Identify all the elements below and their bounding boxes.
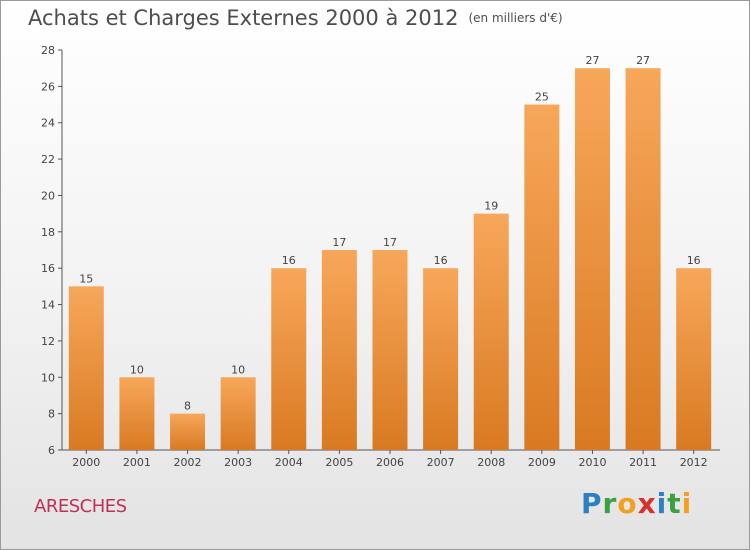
chart-title-text: Achats et Charges Externes 2000 à 2012 bbox=[28, 6, 459, 30]
commune-name: ARESCHES bbox=[34, 496, 127, 517]
bar-value-label: 16 bbox=[282, 254, 296, 267]
x-tick-label: 2008 bbox=[477, 456, 505, 469]
y-tick-label: 10 bbox=[41, 371, 55, 384]
x-tick-label: 2012 bbox=[680, 456, 708, 469]
y-tick-label: 12 bbox=[41, 335, 55, 348]
bar-value-label: 27 bbox=[585, 54, 599, 67]
x-tick-label: 2002 bbox=[174, 456, 202, 469]
x-tick-label: 2011 bbox=[629, 456, 657, 469]
bar-value-label: 19 bbox=[484, 200, 498, 213]
bar bbox=[372, 250, 408, 450]
y-tick-label: 8 bbox=[48, 408, 55, 421]
x-tick-label: 2003 bbox=[224, 456, 252, 469]
y-tick-label: 6 bbox=[48, 444, 55, 457]
bar-value-label: 17 bbox=[383, 236, 397, 249]
x-tick-label: 2000 bbox=[72, 456, 100, 469]
bar bbox=[170, 413, 206, 450]
bar-value-label: 16 bbox=[687, 254, 701, 267]
logo-letter: i bbox=[681, 487, 693, 520]
bar bbox=[321, 250, 357, 450]
logo-letter: x bbox=[637, 487, 657, 520]
bar-value-label: 10 bbox=[231, 363, 245, 376]
bar bbox=[524, 104, 560, 450]
bar-value-label: 8 bbox=[184, 400, 191, 413]
y-tick-label: 16 bbox=[41, 262, 55, 275]
y-tick-label: 28 bbox=[41, 44, 55, 57]
x-tick-label: 2007 bbox=[427, 456, 455, 469]
y-tick-label: 20 bbox=[41, 189, 55, 202]
x-tick-label: 2006 bbox=[376, 456, 404, 469]
bar-value-label: 25 bbox=[535, 91, 549, 104]
x-tick-label: 2009 bbox=[528, 456, 556, 469]
bars: 15 10 8 10 16 17 17 16 19 25 27 27 16 bbox=[68, 54, 712, 450]
y-tick-label: 26 bbox=[41, 80, 55, 93]
y-tick-label: 22 bbox=[41, 153, 55, 166]
proxiti-logo: Proxiti bbox=[581, 487, 692, 520]
bar-value-label: 15 bbox=[79, 272, 93, 285]
logo-letter: o bbox=[617, 487, 638, 520]
bar bbox=[473, 213, 509, 450]
y-tick-label: 14 bbox=[41, 299, 55, 312]
bar bbox=[271, 268, 307, 450]
chart-unit: (en milliers d'€) bbox=[468, 11, 563, 25]
logo-letter: r bbox=[602, 487, 618, 520]
chart-title: Achats et Charges Externes 2000 à 2012 (e… bbox=[28, 6, 563, 30]
bar-value-label: 16 bbox=[434, 254, 448, 267]
bar bbox=[625, 68, 661, 450]
bar bbox=[574, 68, 610, 450]
bar-value-label: 27 bbox=[636, 54, 650, 67]
x-tick-label: 2005 bbox=[325, 456, 353, 469]
bar-value-label: 10 bbox=[130, 363, 144, 376]
y-tick-label: 24 bbox=[41, 117, 55, 130]
x-tick-label: 2004 bbox=[275, 456, 303, 469]
x-tick-label: 2010 bbox=[578, 456, 606, 469]
logo-letter: P bbox=[581, 487, 603, 520]
y-tick-label: 18 bbox=[41, 226, 55, 239]
bar bbox=[119, 377, 155, 450]
bar bbox=[423, 268, 459, 450]
logo-letter: i bbox=[656, 487, 668, 520]
logo-letter: t bbox=[667, 487, 682, 520]
bar bbox=[68, 286, 104, 450]
bar-value-label: 17 bbox=[332, 236, 346, 249]
x-tick-label: 2001 bbox=[123, 456, 151, 469]
bar bbox=[220, 377, 256, 450]
bar bbox=[676, 268, 712, 450]
